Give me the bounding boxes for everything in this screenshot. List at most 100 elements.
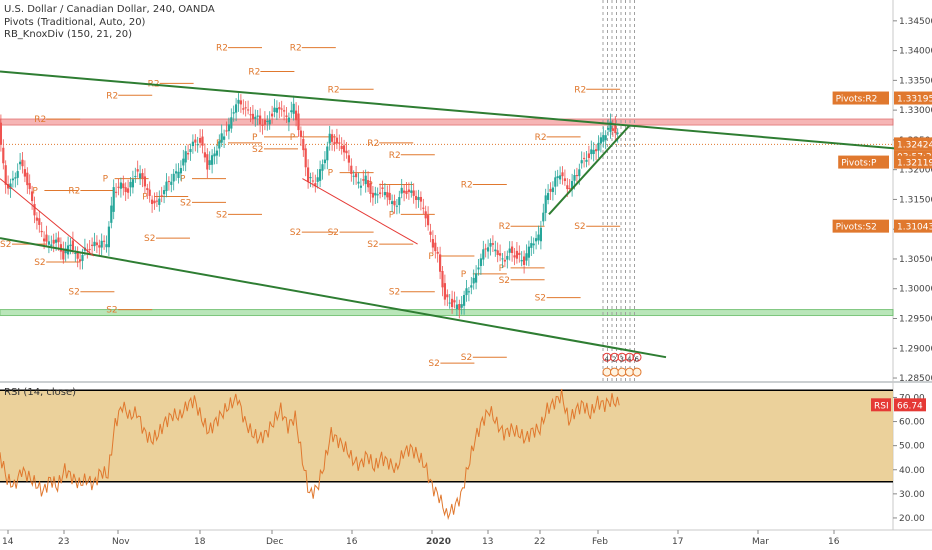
candle-body <box>189 149 192 153</box>
price-axis-tag-value: 1.32424 <box>897 140 932 150</box>
candle-body <box>597 142 600 151</box>
candle-body <box>441 270 444 288</box>
candle-body <box>213 153 216 157</box>
candle-body <box>261 124 264 126</box>
candle-body <box>184 151 187 163</box>
candle-body <box>501 258 504 260</box>
rsi-indicator-label[interactable]: RSI (14, close) <box>4 387 77 398</box>
rsi-tick-label: 30.00 <box>899 490 925 500</box>
candle-body <box>247 109 250 111</box>
rsi-tick-label: 20.00 <box>899 514 925 524</box>
pivot-label: P <box>461 270 467 280</box>
price-axis-tag <box>894 91 932 105</box>
candle-body <box>568 187 571 189</box>
pivot-label: R2 <box>499 222 511 232</box>
candle-body <box>467 291 470 293</box>
candle-body <box>470 285 473 288</box>
candle-body <box>448 302 451 304</box>
pivot-label: R2 <box>34 115 46 125</box>
candle-body <box>55 239 58 243</box>
candle-body <box>136 169 139 172</box>
candle-body <box>410 190 413 193</box>
time-tick-label: 2020 <box>426 537 451 547</box>
candle-body <box>352 175 355 177</box>
candle-body <box>141 173 144 179</box>
pivot-label: P <box>142 192 148 202</box>
candle-body <box>451 298 454 308</box>
candle-body <box>436 251 439 254</box>
pivot-label: S2 <box>328 228 339 238</box>
candle-body <box>295 110 298 121</box>
candle-body <box>251 113 254 120</box>
candle-body <box>23 169 26 177</box>
pivot-label: S2 <box>34 258 45 268</box>
candle-body <box>244 107 247 109</box>
candle-body <box>415 196 418 200</box>
candle-body <box>76 252 79 259</box>
candle-body <box>201 136 204 146</box>
candle-body <box>599 137 602 144</box>
candle-body <box>11 178 14 181</box>
candle-body <box>614 124 617 134</box>
price-axis-tag <box>894 219 932 233</box>
candle-body <box>491 243 494 245</box>
candle-body <box>9 183 12 189</box>
candle-body <box>424 211 427 219</box>
candle-body <box>340 145 343 150</box>
candle-body <box>359 185 362 188</box>
rsi-name-tag-label: RSI <box>874 401 889 411</box>
price-tick-label: 1.30500 <box>899 255 932 265</box>
candle-body <box>206 154 209 170</box>
candle-body <box>374 192 377 196</box>
candle-body <box>525 253 528 261</box>
candle-body <box>249 114 252 116</box>
candle-body <box>307 167 310 183</box>
candle-body <box>191 141 194 147</box>
candle-body <box>357 181 360 184</box>
pivots-indicator-label[interactable]: Pivots (Traditional, Auto, 20) <box>4 17 146 28</box>
time-tick-label: 16 <box>828 537 840 547</box>
candle-body <box>40 230 43 233</box>
pivot-label: P <box>180 175 186 185</box>
candle-body <box>554 177 557 187</box>
rsi-line <box>0 388 620 521</box>
candle-body <box>616 132 619 134</box>
candle-body <box>611 128 614 131</box>
price-axis-tag-value: 1.31043 <box>897 223 932 233</box>
candle-body <box>472 277 475 284</box>
pivot-axis-tag-label: Pivots:S2 <box>836 223 877 233</box>
candle-body <box>446 294 449 298</box>
price-tick-label: 1.34500 <box>899 17 932 27</box>
candle-body <box>225 130 228 132</box>
pivot-axis-tag <box>838 155 889 169</box>
candle-body <box>523 256 526 265</box>
resistance-zone <box>0 118 894 126</box>
candle-body <box>187 153 190 155</box>
candle-body <box>604 135 607 141</box>
time-tick-label: Dec <box>266 537 283 547</box>
candle-body <box>335 137 338 144</box>
pivot-label: S2 <box>574 222 585 232</box>
price-axis-tag <box>894 137 932 151</box>
candle-body <box>115 191 118 193</box>
candle-body <box>328 133 331 144</box>
candle-body <box>535 238 538 242</box>
knoxdiv-indicator-label[interactable]: RB_KnoxDiv (150, 21, 20) <box>4 29 133 40</box>
candle-body <box>146 188 149 191</box>
candle-body <box>602 135 605 142</box>
pivot-label: P <box>290 133 296 143</box>
candle-body <box>431 239 434 248</box>
candle-body <box>585 159 588 162</box>
candle-body <box>81 254 84 261</box>
candle-body <box>278 107 281 110</box>
candle-body <box>79 259 82 262</box>
candle-body <box>199 138 202 143</box>
candle-body <box>268 119 271 125</box>
candle-body <box>343 145 346 153</box>
candle-body <box>242 108 245 110</box>
candle-body <box>412 190 415 196</box>
price-tick-label: 1.33000 <box>899 106 932 116</box>
divergence-circle <box>617 367 627 377</box>
candle-body <box>160 195 163 197</box>
